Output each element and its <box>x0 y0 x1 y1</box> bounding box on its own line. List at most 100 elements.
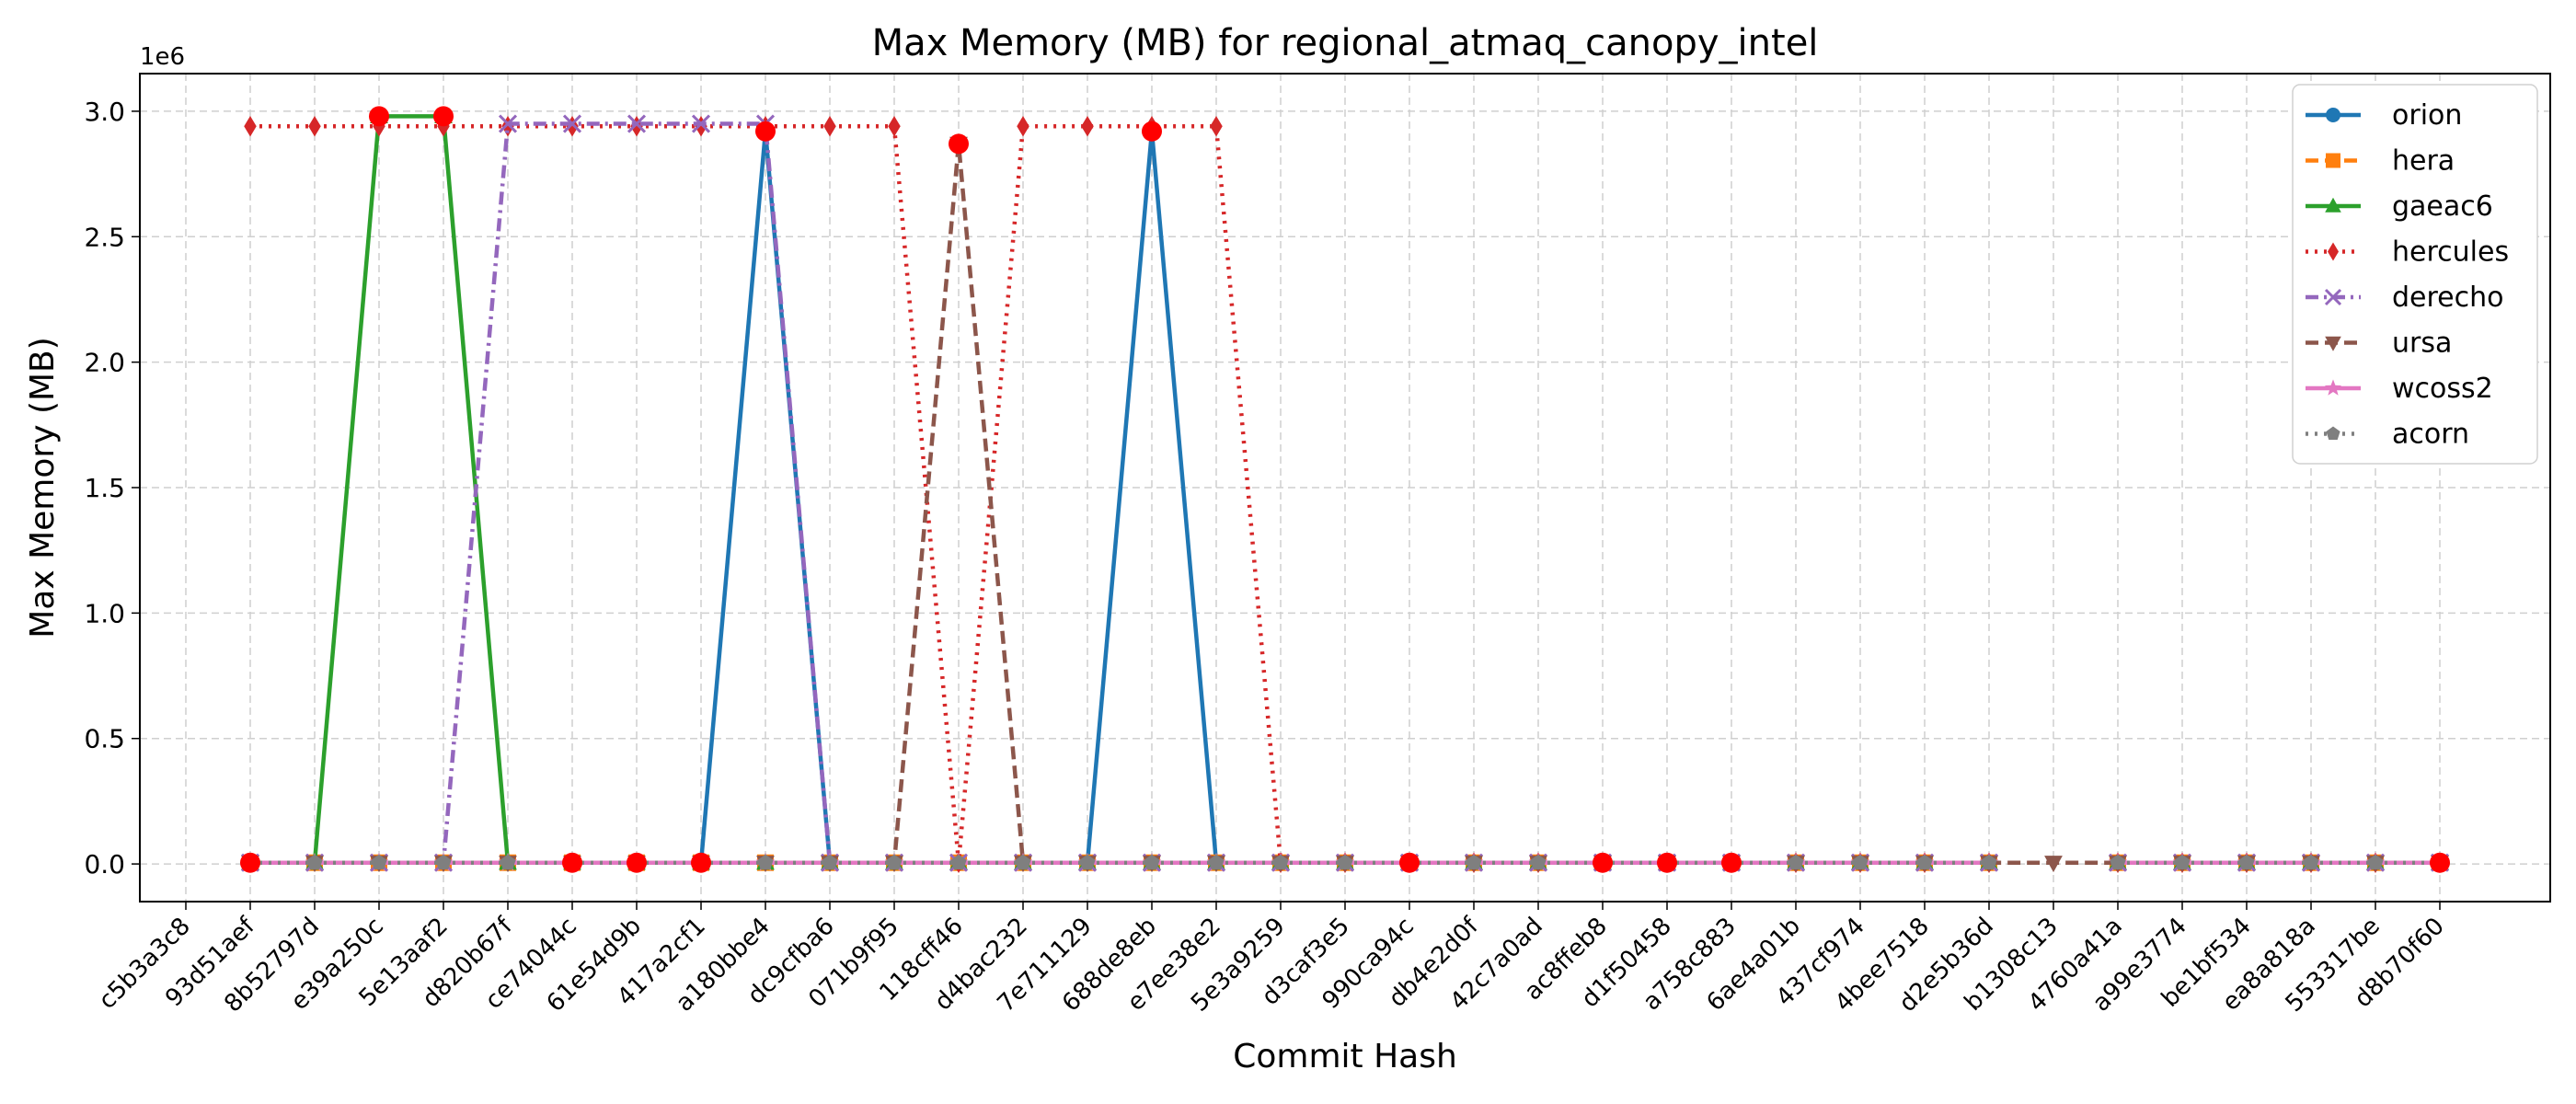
legend-label-ursa: ursa <box>2392 328 2452 360</box>
legend: orion hera gaeac6 hercules derecho ursa wcoss2… <box>2292 84 2538 465</box>
point-acorn <box>1079 854 1096 869</box>
point-derecho-stroke <box>627 114 647 133</box>
point-hercules <box>888 116 901 137</box>
point-acorn <box>2367 854 2384 869</box>
legend-entry-hera: hera <box>2306 145 2455 178</box>
highlight-point <box>1657 852 1677 873</box>
point-hercules <box>1210 116 1223 137</box>
point-hercules <box>630 116 643 137</box>
highlight-point <box>562 852 582 873</box>
point-acorn <box>1015 854 1031 869</box>
point-derecho <box>627 114 647 133</box>
point-acorn <box>1852 854 1869 869</box>
y-tick-label: 1.0 <box>84 598 125 628</box>
point-acorn <box>1788 854 1804 869</box>
legend-entry-derecho: derecho <box>2306 282 2504 314</box>
y-tick-label: 0.5 <box>84 724 125 754</box>
point-acorn <box>306 854 323 869</box>
y-tick-label: 1.5 <box>84 473 125 503</box>
legend-marker-orion <box>2326 108 2340 122</box>
x-axis-label: Commit Hash <box>1233 1038 1457 1075</box>
point-acorn <box>2110 854 2126 869</box>
point-acorn <box>1466 854 1482 869</box>
legend-entry-orion: orion <box>2306 99 2462 132</box>
highlight-point <box>1399 852 1420 873</box>
legend-entry-wcoss2: wcoss2 <box>2306 373 2493 405</box>
point-hercules <box>823 116 836 137</box>
point-hercules <box>308 116 321 137</box>
legend-label-derecho: derecho <box>2392 282 2504 314</box>
point-acorn <box>435 854 452 869</box>
highlight-point <box>2430 852 2450 873</box>
legend-box <box>2292 84 2538 465</box>
point-derecho-stroke <box>691 114 711 133</box>
highlight-layer <box>240 106 2450 873</box>
point-hercules <box>1081 116 1094 137</box>
y-axis-offset-label: 1e6 <box>140 43 185 71</box>
legend-marker-hera <box>2326 153 2340 168</box>
y-tick-label: 2.5 <box>84 222 125 252</box>
legend-label-hera: hera <box>2392 145 2455 178</box>
y-axis-label: Max Memory (MB) <box>24 337 62 638</box>
point-acorn <box>371 854 387 869</box>
legend-marker-derecho <box>2324 288 2342 306</box>
point-hercules <box>1017 116 1029 137</box>
point-acorn <box>1530 854 1547 869</box>
point-acorn <box>1272 854 1289 869</box>
highlight-point <box>627 852 647 873</box>
point-acorn <box>1208 854 1225 869</box>
highlight-point <box>1142 121 1162 142</box>
legend-label-gaeac6: gaeac6 <box>2392 190 2493 223</box>
series-line-gaeac6 <box>250 114 2440 865</box>
point-hercules <box>566 116 579 137</box>
y-tick-label: 3.0 <box>84 97 125 127</box>
point-ursa <box>2044 856 2063 873</box>
highlight-point <box>240 852 260 873</box>
point-acorn <box>2238 854 2255 869</box>
y-tick-label: 2.0 <box>84 348 125 378</box>
legend-label-wcoss2: wcoss2 <box>2392 373 2493 405</box>
legend-entry-ursa: ursa <box>2306 328 2452 360</box>
y-tick-label: 0.0 <box>84 849 125 880</box>
legend-label-orion: orion <box>2392 99 2462 132</box>
legend-entry-hercules: hercules <box>2306 236 2509 269</box>
legend-label-acorn: acorn <box>2392 419 2469 451</box>
highlight-point <box>433 106 454 127</box>
point-hercules <box>244 116 257 137</box>
legend-marker-ursa <box>2325 336 2341 351</box>
point-acorn <box>500 854 516 869</box>
legend-label-hercules: hercules <box>2392 236 2509 269</box>
point-acorn <box>757 854 774 869</box>
chart-title: Max Memory (MB) for regional_atmaq_canop… <box>872 22 1819 64</box>
point-acorn <box>2174 854 2191 869</box>
highlight-point <box>949 133 969 155</box>
point-acorn <box>1916 854 1933 869</box>
point-acorn <box>822 854 838 869</box>
highlight-point <box>755 121 776 142</box>
point-acorn <box>886 854 903 869</box>
legend-entry-acorn: acorn <box>2306 419 2469 451</box>
point-acorn <box>950 854 967 869</box>
point-acorn <box>1981 854 1997 869</box>
legend-marker-acorn <box>2326 426 2340 440</box>
legend-marker-hercules <box>2328 242 2339 261</box>
highlight-point <box>691 852 711 873</box>
point-acorn <box>2303 854 2319 869</box>
point-derecho <box>562 114 582 133</box>
point-derecho-stroke <box>562 114 582 133</box>
point-derecho-stroke <box>498 114 518 133</box>
point-derecho <box>498 114 518 133</box>
legend-marker-gaeac6 <box>2325 197 2341 213</box>
legend-entry-gaeac6: gaeac6 <box>2306 190 2493 223</box>
legend-marker-wcoss2 <box>2324 379 2342 396</box>
point-hercules <box>501 116 514 137</box>
y-axis-ticks: 0.0 0.5 1.0 1.5 2.0 2.5 3.0 <box>84 97 140 880</box>
point-hercules <box>695 116 707 137</box>
highlight-point <box>369 106 389 127</box>
x-axis-ticks: c5b3a3c893d51aef8b52797de39a250c5e13aaf2… <box>94 902 2450 1018</box>
series-line-ursa <box>250 142 2440 865</box>
highlight-point <box>1721 852 1742 873</box>
point-derecho <box>691 114 711 133</box>
highlight-point <box>1593 852 1613 873</box>
